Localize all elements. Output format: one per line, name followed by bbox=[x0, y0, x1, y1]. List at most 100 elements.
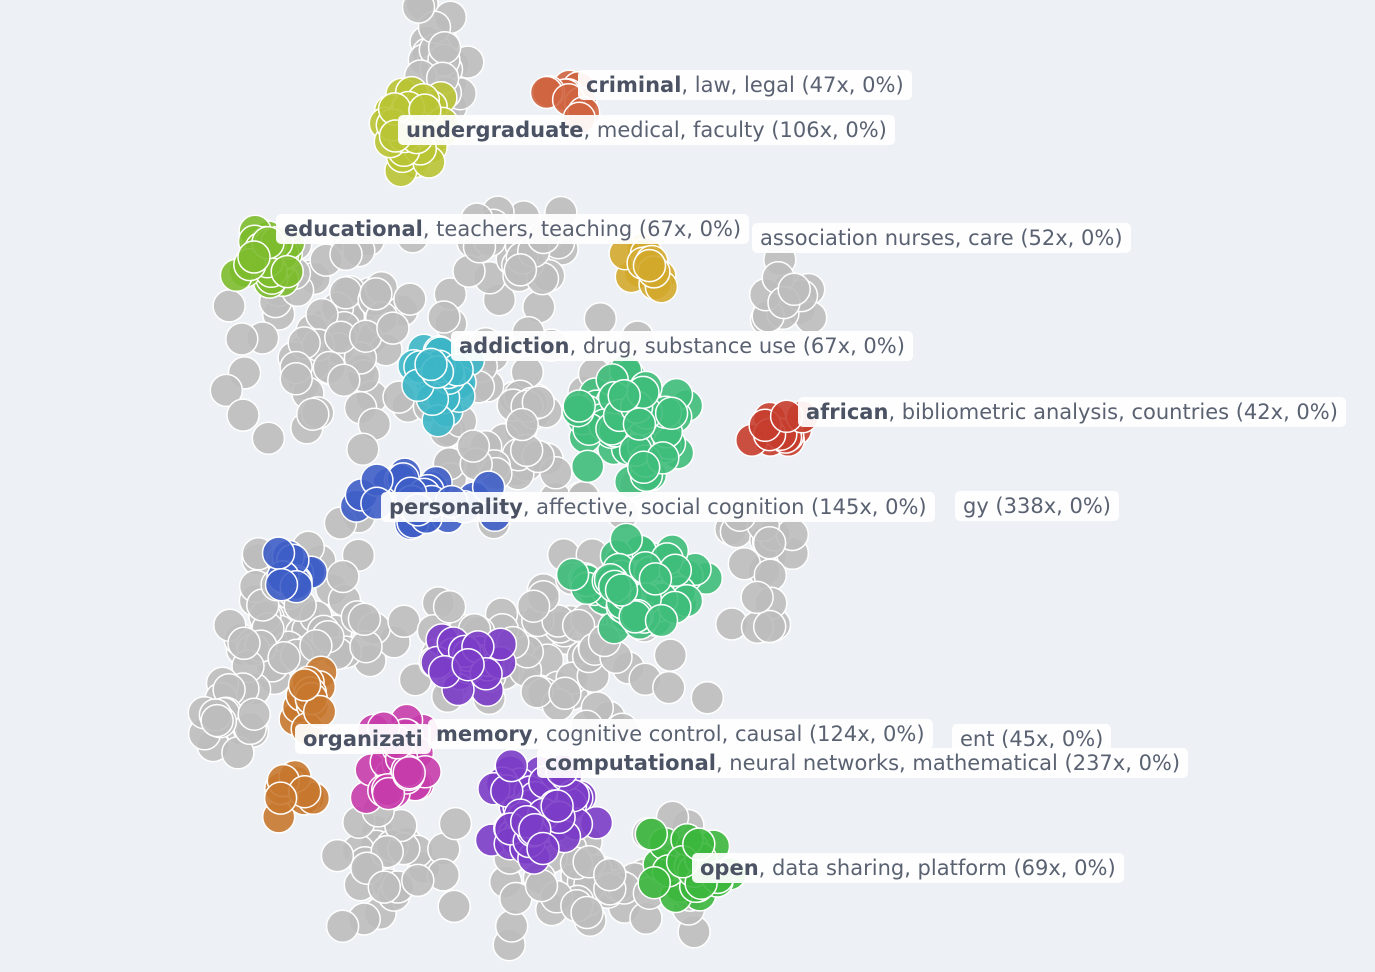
cluster-keyword: organizati bbox=[303, 727, 423, 751]
document-dot bbox=[638, 562, 673, 596]
document-dot bbox=[401, 0, 436, 24]
cluster-details: , law, legal (47x, 0%) bbox=[681, 73, 904, 97]
document-dot bbox=[494, 909, 529, 943]
document-dot bbox=[548, 676, 582, 711]
document-dot bbox=[540, 789, 574, 823]
document-dot bbox=[237, 697, 271, 731]
document-dot bbox=[652, 670, 686, 705]
cluster-details: , teachers, teaching (67x, 0%) bbox=[422, 217, 742, 241]
document-dot bbox=[777, 272, 811, 307]
document-dot bbox=[653, 638, 688, 672]
document-dot bbox=[505, 407, 539, 442]
document-dot bbox=[570, 449, 605, 484]
document-dot bbox=[279, 362, 313, 396]
document-dot bbox=[359, 277, 393, 311]
cluster-label[interactable]: personality, affective, social cognition… bbox=[381, 492, 935, 522]
document-dot bbox=[287, 668, 322, 702]
document-dot bbox=[632, 248, 667, 283]
document-dot bbox=[392, 755, 426, 790]
cluster-keyword: educational bbox=[284, 217, 423, 241]
document-dot bbox=[609, 522, 644, 557]
cluster-label[interactable]: association nurses, care (52x, 0%) bbox=[752, 223, 1131, 253]
cluster-label[interactable]: educational, teachers, teaching (67x, 0%… bbox=[276, 214, 750, 244]
document-dot bbox=[401, 863, 435, 898]
document-dot bbox=[622, 407, 657, 441]
document-dot bbox=[264, 567, 299, 602]
document-dot bbox=[438, 806, 473, 841]
document-dot bbox=[427, 300, 461, 334]
document-dot bbox=[346, 432, 380, 466]
cluster-label[interactable]: undergraduate, medical, faculty (106x, 0… bbox=[398, 115, 895, 145]
document-dot bbox=[270, 254, 304, 289]
cluster-keyword: undergraduate bbox=[406, 118, 584, 142]
document-dot bbox=[387, 604, 421, 639]
document-dot bbox=[520, 675, 554, 709]
document-dot bbox=[251, 421, 286, 455]
document-dot bbox=[325, 909, 360, 943]
cluster-details: gy (338x, 0%) bbox=[963, 494, 1111, 518]
document-dot bbox=[634, 817, 669, 851]
cluster-details: , data sharing, platform (69x, 0%) bbox=[758, 856, 1116, 880]
cluster-keyword: open bbox=[700, 856, 759, 880]
cluster-details: , medical, faculty (106x, 0%) bbox=[583, 118, 887, 142]
document-dot bbox=[593, 857, 627, 892]
document-dot bbox=[752, 609, 787, 644]
cluster-label[interactable]: open, data sharing, platform (69x, 0%) bbox=[692, 853, 1124, 883]
document-dot bbox=[393, 282, 427, 316]
cluster-label[interactable]: computational, neural networks, mathemat… bbox=[537, 748, 1189, 778]
document-dot bbox=[690, 680, 725, 715]
cluster-label[interactable]: african, bibliometric analysis, countrie… bbox=[798, 397, 1346, 427]
cluster-label[interactable]: gy (338x, 0%) bbox=[955, 491, 1119, 521]
document-dot bbox=[752, 525, 787, 560]
cluster-details: , affective, social cognition (145x, 0%) bbox=[522, 495, 927, 519]
cluster-details: , drug, substance use (67x, 0%) bbox=[569, 334, 905, 358]
document-dot bbox=[555, 557, 590, 592]
document-dot bbox=[562, 389, 596, 423]
document-dot bbox=[226, 398, 260, 432]
document-dot bbox=[376, 311, 410, 345]
document-dot bbox=[227, 626, 261, 661]
document-dot bbox=[261, 536, 296, 570]
document-dot bbox=[644, 603, 679, 638]
document-dot bbox=[212, 289, 246, 323]
cluster-keyword: african bbox=[806, 400, 889, 424]
document-dot bbox=[451, 647, 485, 682]
document-dot bbox=[267, 640, 301, 675]
cluster-details: , neural networks, mathematical (237x, 0… bbox=[715, 751, 1181, 775]
cluster-keyword: memory bbox=[436, 722, 533, 746]
cluster-details: , bibliometric analysis, countries (42x,… bbox=[888, 400, 1338, 424]
document-dot bbox=[347, 602, 382, 637]
document-dot bbox=[526, 831, 560, 866]
document-dot bbox=[570, 895, 604, 930]
document-dot bbox=[296, 397, 330, 431]
document-dot bbox=[607, 379, 641, 413]
cluster-label[interactable]: criminal, law, legal (47x, 0%) bbox=[578, 70, 912, 100]
document-dot bbox=[437, 889, 471, 924]
cluster-label[interactable]: organizati bbox=[295, 724, 431, 754]
document-dot bbox=[200, 703, 234, 738]
document-dot bbox=[209, 373, 244, 408]
document-dot bbox=[494, 748, 529, 783]
cluster-label[interactable]: addiction, drug, substance use (67x, 0%) bbox=[451, 331, 913, 361]
cluster-keyword: addiction bbox=[459, 334, 570, 358]
document-dot bbox=[427, 30, 462, 65]
cluster-keyword: criminal bbox=[586, 73, 682, 97]
document-dot bbox=[583, 302, 618, 336]
document-dot bbox=[516, 589, 551, 623]
document-dot bbox=[320, 838, 355, 873]
document-dot bbox=[326, 559, 360, 594]
document-dot bbox=[654, 396, 689, 431]
cluster-label[interactable]: memory, cognitive control, causal (124x,… bbox=[428, 719, 933, 749]
document-dot bbox=[327, 363, 361, 397]
document-dot bbox=[626, 450, 661, 485]
cluster-keyword: computational bbox=[545, 751, 716, 775]
document-dot bbox=[561, 608, 596, 643]
cluster-details: , cognitive control, causal (124x, 0%) bbox=[532, 722, 925, 746]
cluster-details: ent (45x, 0%) bbox=[960, 727, 1104, 751]
document-dot bbox=[432, 590, 467, 624]
document-dot bbox=[414, 347, 448, 382]
cluster-keyword: personality bbox=[389, 495, 523, 519]
document-dot bbox=[263, 781, 298, 815]
